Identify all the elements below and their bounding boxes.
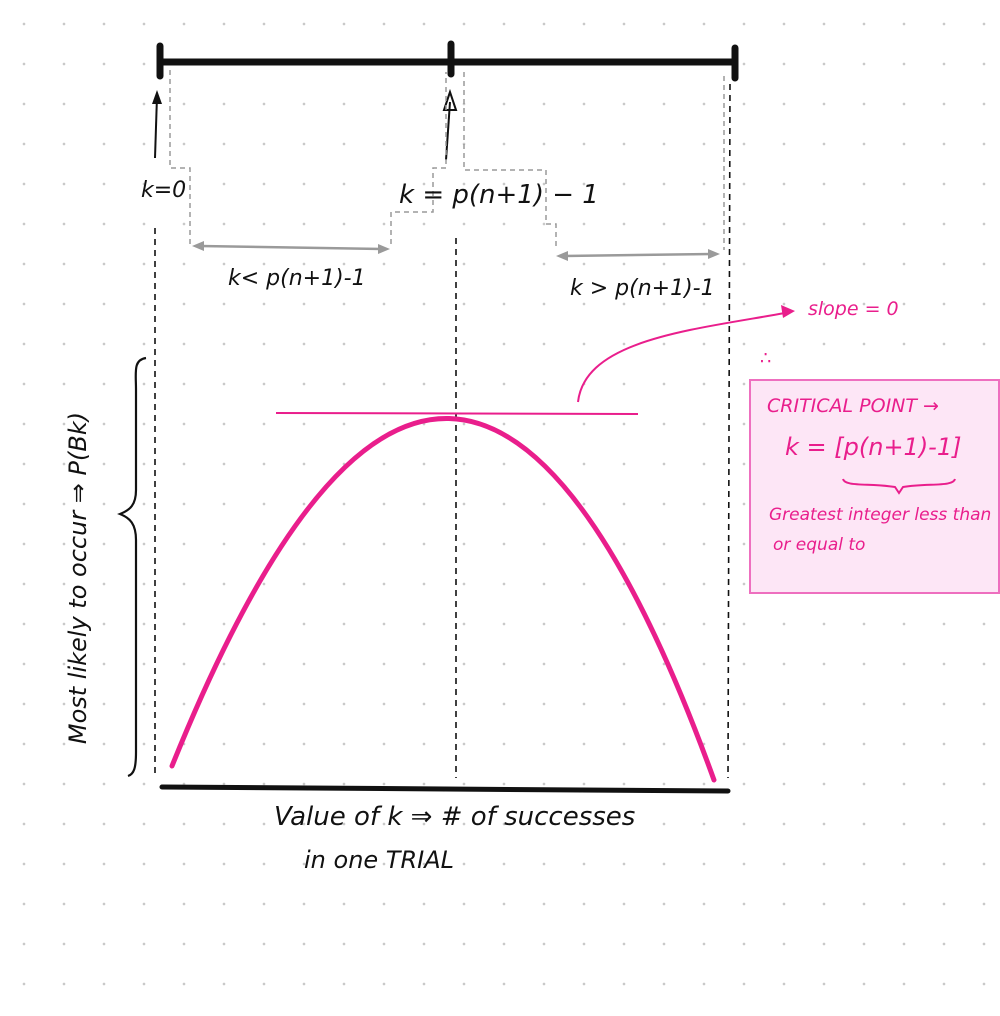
underbrace-icon [842,478,956,495]
critical-point-note-line2: or equal to [773,535,866,555]
critical-point-note-line1: Greatest integer less than [769,505,992,525]
therefore-symbol: ∴ [760,348,772,369]
critical-point-formula: k = [p(n+1)-1] [785,433,962,461]
left-region-bracket [169,70,447,244]
right-region-arrow [556,249,720,261]
y-axis-label: Most likely to occur ⇒ P(Bk) [64,411,92,745]
top-number-line [156,40,739,82]
tangent-line [275,412,639,415]
k-less-label: k< p(n+1)-1 [228,266,366,291]
slope-arrow [577,305,795,403]
critical-point-box: CRITICAL POINT → k = [p(n+1)-1] Greatest… [749,379,1000,594]
arrow-to-k-zero [152,90,162,159]
probability-curve [169,416,717,783]
k-zero-label: k=0 [141,178,187,203]
right-region-bracket [463,72,725,250]
x-axis-label-line2: in one TRIAL [304,846,454,874]
x-axis-line [159,784,731,794]
slope-label: slope = 0 [808,298,899,320]
vertical-guides [154,83,731,779]
k-greater-label: k > p(n+1)-1 [570,276,715,301]
critical-point-title: CRITICAL POINT → [767,395,939,417]
y-axis-brace [117,356,147,778]
left-region-arrow [192,241,390,254]
k-critical-label: k = p(n+1) − 1 [399,180,599,210]
x-axis-label-line1: Value of k ⇒ # of successes [274,802,636,832]
